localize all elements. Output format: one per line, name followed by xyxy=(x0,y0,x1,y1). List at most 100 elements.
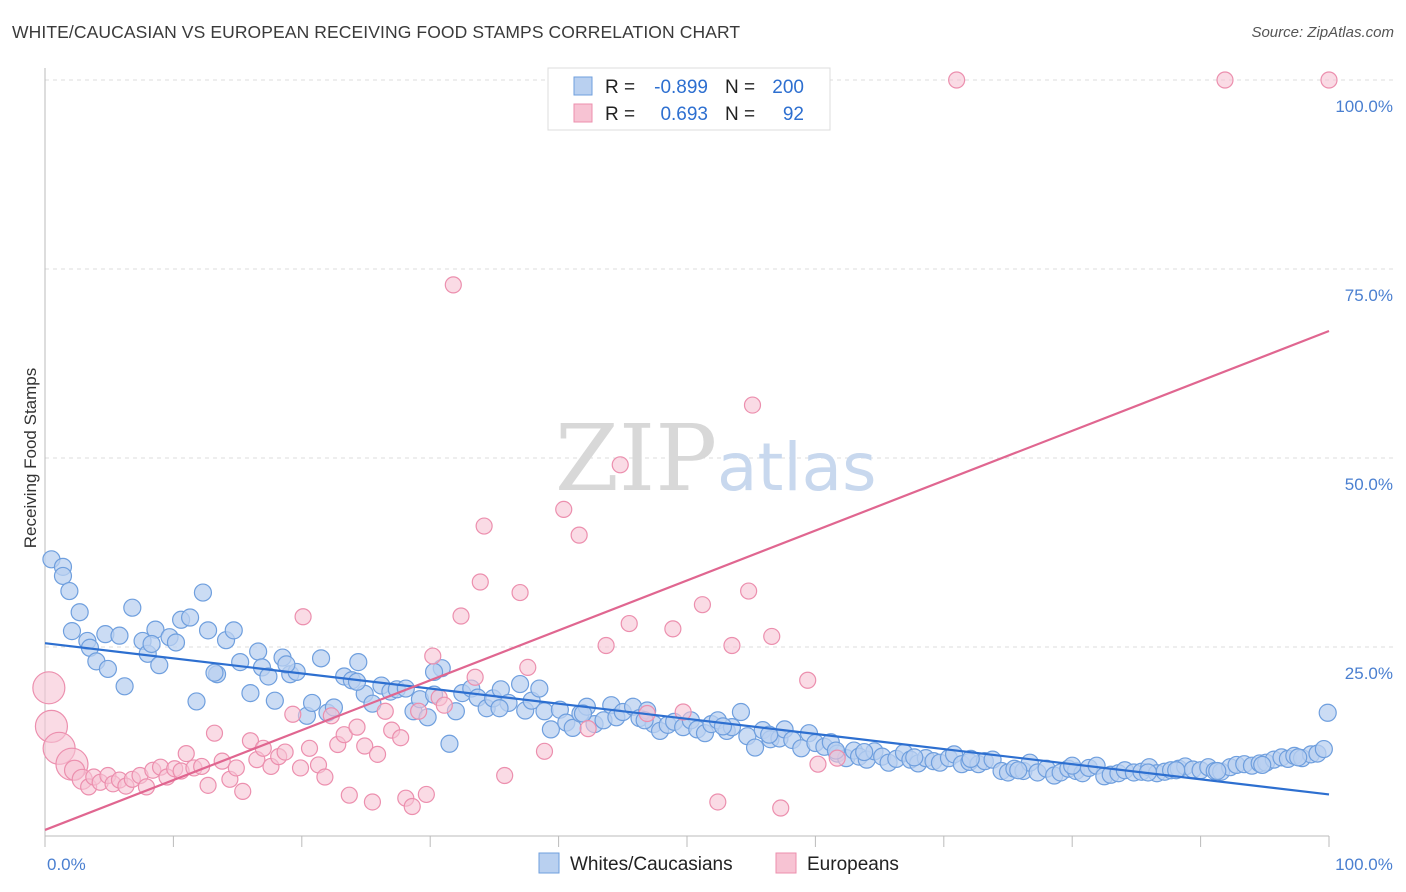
legend-box xyxy=(547,67,831,131)
europeans-point xyxy=(410,702,428,720)
chart-source: Source: ZipAtlas.com xyxy=(1251,24,1394,41)
europeans-point xyxy=(709,793,727,811)
whites-point xyxy=(98,659,118,679)
series-whites-points xyxy=(42,550,1337,786)
legend-n-value-2: 92 xyxy=(783,104,804,125)
whites-point xyxy=(535,702,554,721)
whites-point xyxy=(62,622,82,641)
whites-point xyxy=(249,642,268,661)
europeans-point xyxy=(32,671,66,705)
whites-point xyxy=(70,603,89,622)
whites-point xyxy=(110,626,129,645)
legend-r-value-2: 0.693 xyxy=(660,104,708,125)
whites-point xyxy=(205,663,224,682)
europeans-point xyxy=(205,724,224,742)
europeans-point xyxy=(693,596,712,614)
series-legend: Whites/Caucasians Europeans xyxy=(538,852,899,875)
europeans-point xyxy=(466,668,484,686)
europeans-point xyxy=(316,768,334,786)
europeans-point xyxy=(335,726,353,744)
whites-point xyxy=(123,598,142,617)
europeans-point xyxy=(284,705,302,723)
europeans-point xyxy=(471,573,489,591)
series-legend-label-whites: Whites/Caucasians xyxy=(570,854,733,875)
europeans-point xyxy=(597,636,615,655)
watermark-atlas: atlas xyxy=(717,429,877,506)
whites-point xyxy=(541,720,560,739)
whites-point xyxy=(745,738,765,757)
europeans-point xyxy=(241,732,260,750)
whites-point xyxy=(490,699,509,718)
whites-point xyxy=(713,717,733,736)
whites-point xyxy=(224,621,243,640)
europeans-point xyxy=(363,793,382,811)
whites-point xyxy=(198,621,218,640)
europeans-point xyxy=(570,526,588,544)
europeans-point xyxy=(276,743,294,761)
whites-point xyxy=(440,734,459,753)
whites-point xyxy=(1009,761,1028,780)
whites-point xyxy=(311,649,331,668)
whites-point xyxy=(530,679,549,698)
europeans-point xyxy=(452,607,470,625)
europeans-point xyxy=(234,782,252,800)
legend-swatch-pink xyxy=(573,103,593,123)
europeans-point xyxy=(535,742,554,760)
whites-point xyxy=(277,655,296,674)
whites-trend-line xyxy=(44,642,1330,796)
europeans-point xyxy=(300,739,319,757)
whites-point xyxy=(349,653,368,672)
europeans-point xyxy=(417,785,435,804)
europeans-point xyxy=(348,718,366,736)
europeans-point xyxy=(177,744,195,763)
whites-point xyxy=(760,725,779,744)
whites-point xyxy=(961,749,980,768)
europeans-point xyxy=(519,658,537,677)
whites-point xyxy=(187,692,206,711)
europeans-point xyxy=(555,500,573,519)
europeans-point xyxy=(1320,71,1338,89)
whites-point xyxy=(1253,755,1272,775)
legend-r-value-1: -0.899 xyxy=(654,77,708,98)
europeans-point xyxy=(403,797,421,816)
whites-point xyxy=(115,677,134,696)
europeans-point xyxy=(356,737,374,755)
europeans-point xyxy=(392,729,410,747)
series-legend-swatch-europeans xyxy=(775,852,797,874)
chart-title: WHITE/CAUCASIAN VS EUROPEAN RECEIVING FO… xyxy=(12,22,741,42)
europeans-point xyxy=(828,749,846,767)
whites-point xyxy=(180,608,200,627)
legend-r-label-2: R = xyxy=(605,104,635,125)
europeans-point xyxy=(444,276,462,294)
europeans-point xyxy=(1216,71,1234,89)
europeans-point xyxy=(475,517,493,535)
legend-r-label-1: R = xyxy=(605,77,635,98)
legend-n-value-1: 200 xyxy=(772,77,804,98)
y-tick-label-25: 25.0% xyxy=(1345,664,1393,683)
series-legend-label-europeans: Europeans xyxy=(807,854,899,875)
whites-point xyxy=(231,653,250,672)
tick-labels: 0.0% 100.0% 25.0% 50.0% 75.0% 100.0% xyxy=(47,97,1393,874)
europeans-point xyxy=(772,799,790,817)
series-europeans-points xyxy=(32,71,1338,817)
trend-lines xyxy=(44,329,1330,831)
europeans-trend-line xyxy=(44,329,1330,831)
legend-swatch-blue xyxy=(573,76,593,96)
y-axis-label: Receiving Food Stamps xyxy=(21,368,40,548)
whites-point xyxy=(150,656,169,675)
whites-point xyxy=(142,634,161,654)
whites-point xyxy=(60,581,79,601)
europeans-point xyxy=(799,671,817,689)
whites-point xyxy=(241,684,260,703)
whites-point xyxy=(302,693,322,713)
whites-point xyxy=(53,566,73,586)
legend-n-label-1: N = xyxy=(725,77,755,98)
x-tick-label-0: 0.0% xyxy=(47,855,86,874)
y-tick-label-50: 50.0% xyxy=(1345,475,1393,494)
europeans-point xyxy=(740,582,758,600)
europeans-point xyxy=(435,696,453,714)
europeans-point xyxy=(620,614,638,633)
europeans-point xyxy=(294,608,312,626)
whites-point xyxy=(510,674,530,694)
whites-point xyxy=(1208,761,1227,781)
